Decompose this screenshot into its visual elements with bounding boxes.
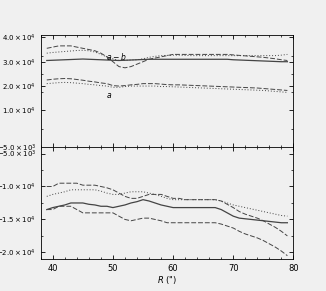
Text: $a-b$: $a-b$ [106,51,127,62]
Text: $a$: $a$ [106,91,112,100]
X-axis label: $R$ ("): $R$ (") [157,274,177,286]
